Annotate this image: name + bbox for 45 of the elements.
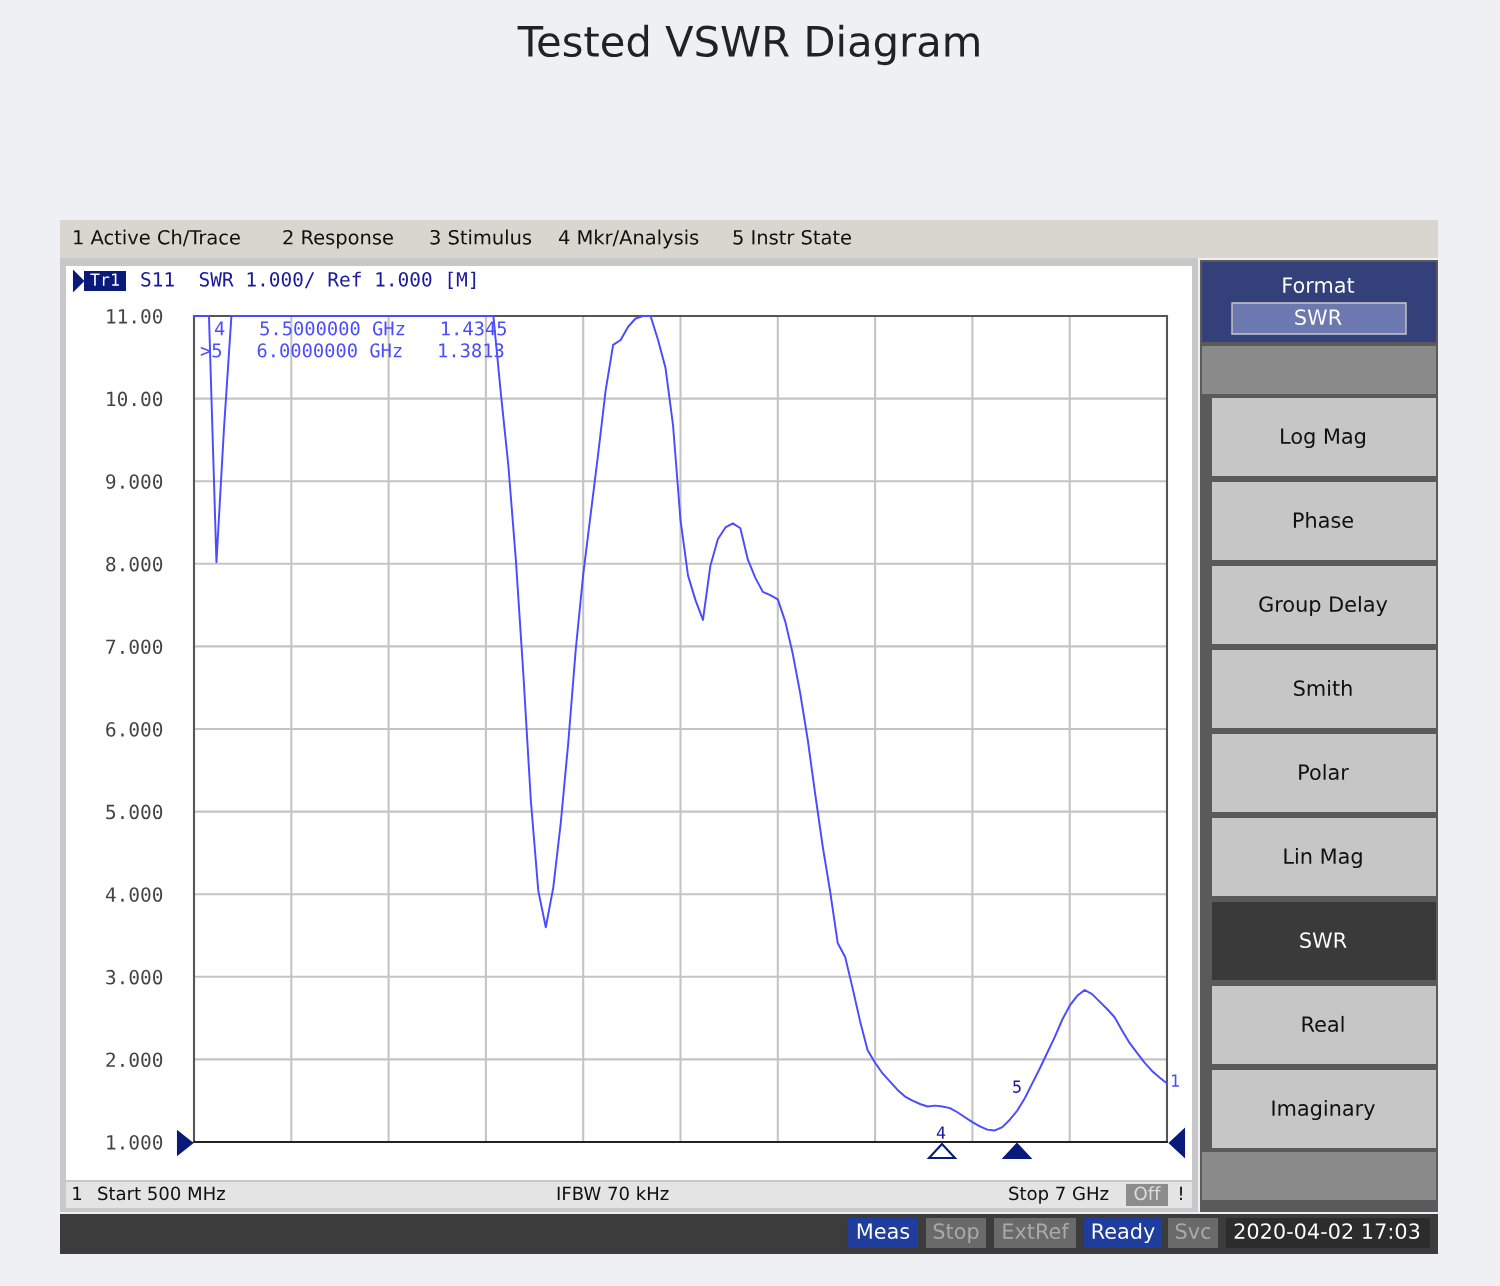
annotation: 4	[936, 1126, 946, 1139]
text: Polar	[1299, 763, 1349, 781]
text: 1	[73, 1186, 82, 1200]
y-tick-label: 11.00	[107, 309, 163, 324]
text: Ready	[1092, 1222, 1155, 1244]
y-tick-label: 3.000	[106, 969, 163, 985]
text: Svc	[1175, 1223, 1211, 1240]
text: Off	[1134, 1186, 1161, 1201]
text: 2 Response	[283, 229, 393, 249]
text: Group Delay	[1259, 595, 1388, 617]
chart-title: Tested VSWR Diagram	[517, 24, 979, 66]
text: Phase	[1293, 511, 1353, 529]
text: Lin Mag	[1284, 847, 1362, 869]
y-tick-label: 2.000	[106, 1052, 163, 1068]
text: 1 Active Ch/Trace	[74, 229, 240, 247]
text: Start 500 MHz	[98, 1186, 225, 1201]
text: 1	[1171, 1074, 1179, 1087]
y-tick-label: 10.00	[107, 391, 163, 407]
y-tick-label: 6.000	[106, 722, 163, 737]
y-tick-label: 5.000	[106, 804, 163, 820]
text: Meas	[857, 1223, 910, 1240]
text: Stop	[933, 1223, 979, 1244]
y-tick-label: 8.000	[106, 556, 163, 572]
text: Stop 7 GHz	[1009, 1186, 1109, 1204]
annotation: 5	[1013, 1080, 1021, 1093]
text: !	[1180, 1186, 1182, 1200]
text: Imaginary	[1272, 1099, 1375, 1121]
text: Log Mag	[1281, 428, 1365, 449]
y-tick-label: 4.000	[105, 887, 163, 902]
text: 5 Instr State	[733, 229, 851, 245]
text: Tr1	[90, 273, 119, 286]
y-tick-label: 9.000	[106, 474, 163, 489]
text: S11 SWR 1.000/ Ref 1.000 [M]	[141, 271, 476, 289]
text: Format	[1283, 277, 1355, 294]
text: Real	[1302, 1015, 1344, 1033]
text: 2020-04-02 17:03	[1234, 1223, 1420, 1240]
text: IFBW 70 kHz	[557, 1186, 669, 1201]
y-tick-label: 1.000	[107, 1135, 163, 1150]
text: 4 Mkr/Analysis	[558, 229, 699, 249]
text: ExtRef	[1003, 1222, 1070, 1240]
text: 3 Stimulus	[430, 229, 532, 245]
text: Smith	[1294, 679, 1352, 697]
y-tick-label: 7.000	[106, 639, 163, 655]
text: SWR	[1295, 309, 1342, 326]
text: SWR	[1300, 932, 1347, 949]
